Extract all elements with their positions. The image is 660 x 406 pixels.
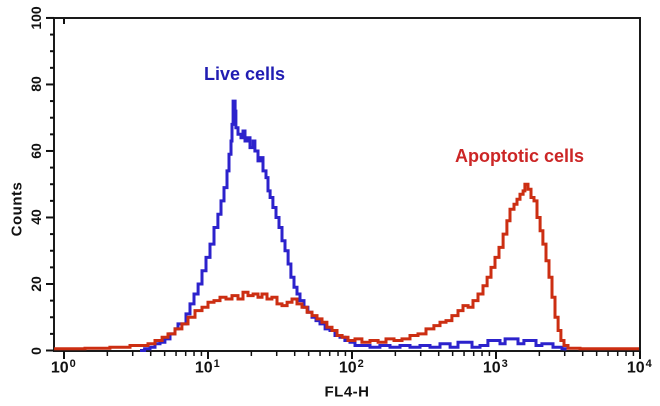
y-tick-label-60: 60	[28, 143, 44, 159]
x-tick-label-10e3: 103	[482, 358, 508, 377]
y-axis-title: Counts	[8, 181, 26, 237]
x-tick-label-10e2: 102	[338, 358, 364, 377]
y-tick-label-20: 20	[28, 276, 44, 292]
x-axis-title: FL4-H	[324, 383, 370, 401]
live-cells-curve	[140, 99, 567, 352]
y-tick-label-80: 80	[28, 76, 44, 93]
x-tick-label-10e1: 101	[194, 358, 220, 377]
live-cells-annotation: Live cells	[204, 64, 286, 84]
apoptotic-cells-curve	[54, 182, 639, 351]
y-tick-label-40: 40	[28, 209, 44, 226]
y-tick-label-100: 100	[28, 6, 44, 30]
x-tick-label-10e0: 100	[50, 358, 76, 377]
x-tick-label-10e4: 104	[626, 358, 652, 377]
apoptotic-cells-annotation: Apoptotic cells	[455, 146, 585, 166]
plot-frame	[53, 17, 641, 352]
y-tick-label-0: 0	[28, 346, 44, 355]
